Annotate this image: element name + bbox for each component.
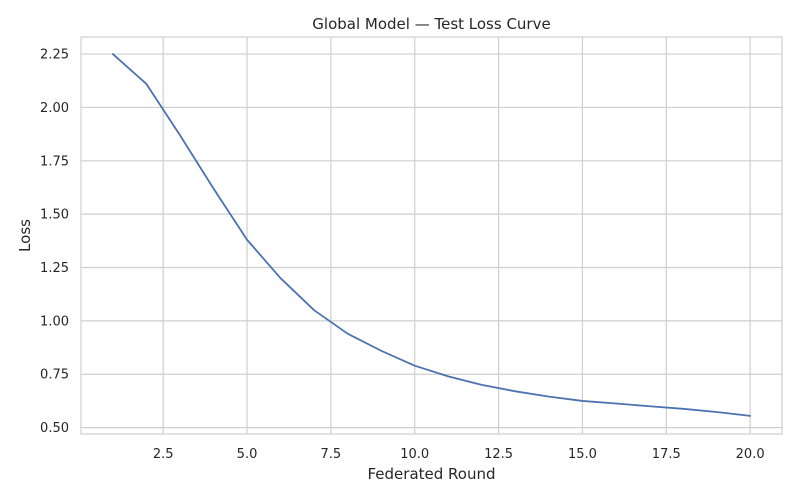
x-tick-label: 20.0 (736, 447, 765, 462)
y-tick-label: 0.50 (40, 421, 69, 436)
series-layer (111, 53, 752, 417)
x-tick-label: 10.0 (400, 447, 429, 462)
plot-frame (80, 36, 783, 435)
x-tick-label: 12.5 (484, 447, 513, 462)
y-tick-label: 0.75 (40, 368, 69, 383)
x-tick-label: 2.5 (153, 447, 174, 462)
grid-layer (81, 37, 782, 434)
y-tick-label: 2.00 (40, 101, 69, 116)
y-axis-label: Loss (16, 219, 34, 252)
x-tick-label: 7.5 (321, 447, 342, 462)
y-tick-label: 1.00 (40, 314, 69, 329)
y-tick-label: 2.25 (40, 48, 69, 63)
x-tick-label: 17.5 (652, 447, 681, 462)
y-tick-label: 1.75 (40, 154, 69, 169)
tick-label-layer: 2.5 5.0 7.5 10.0 12.5 15.0 17.5 20.0 0.50 0.75 1.0… (40, 48, 765, 462)
chart-title: Global Model — Test Loss Curve (312, 15, 550, 33)
x-axis-label: Federated Round (367, 465, 495, 483)
loss-series-line (111, 53, 752, 417)
y-tick-label: 1.50 (40, 208, 69, 223)
y-tick-label: 1.25 (40, 261, 69, 276)
x-tick-label: 5.0 (237, 447, 258, 462)
x-tick-label: 15.0 (568, 447, 597, 462)
